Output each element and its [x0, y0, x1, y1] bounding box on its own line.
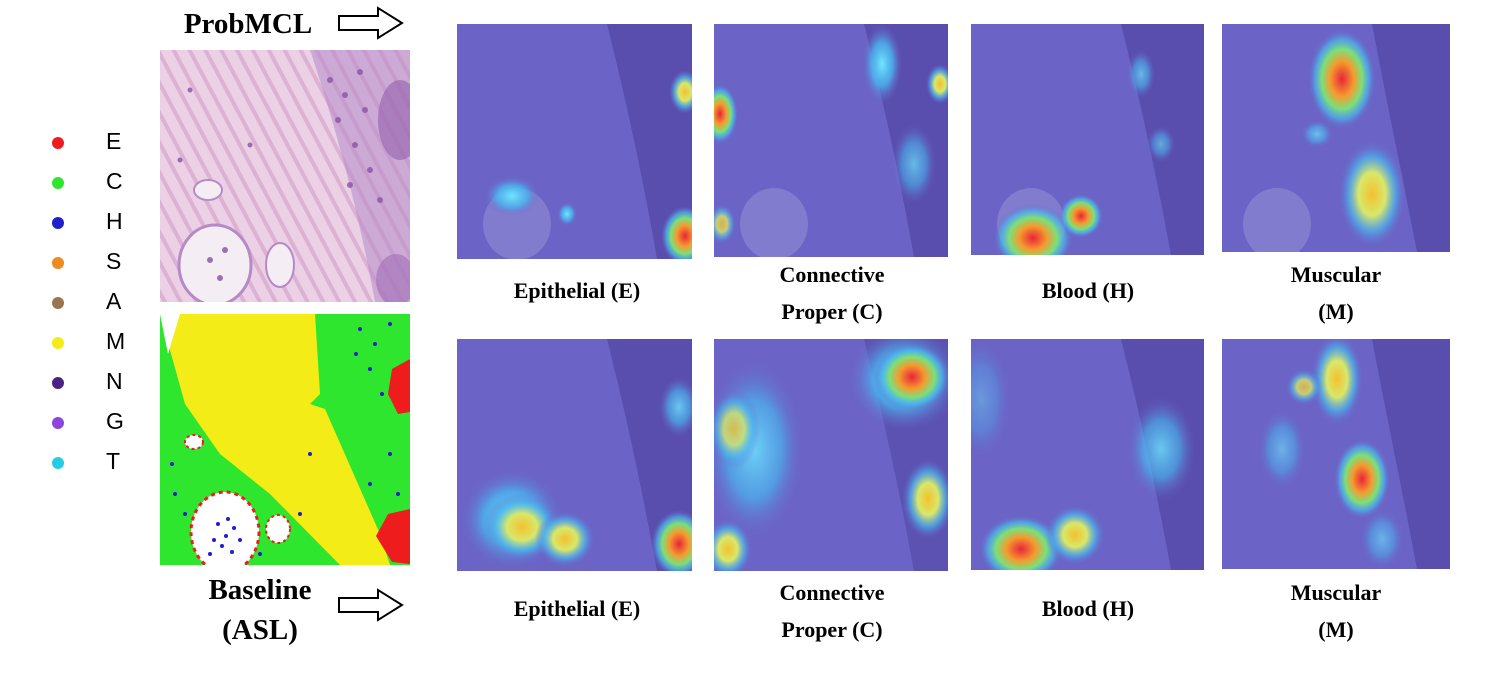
caption-probmcl-muscular: Muscular (M) — [1290, 262, 1382, 324]
legend-dot — [52, 177, 64, 189]
heatmap-probmcl-muscular — [1222, 24, 1450, 252]
legend-dot — [52, 417, 64, 429]
legend-letter: S — [106, 248, 122, 274]
heatmap-probmcl-blood — [971, 24, 1204, 255]
legend-letter: E — [106, 128, 122, 154]
caption-probmcl-epithelial: Epithelial (E) — [513, 278, 641, 303]
legend-item: G — [50, 406, 140, 436]
legend-item: M — [50, 326, 140, 356]
legend-item: E — [50, 126, 140, 156]
histology-image — [160, 50, 410, 302]
baseline-line2: (ASL) — [222, 614, 298, 646]
caption-baseline-muscular: Muscular (M) — [1290, 580, 1382, 642]
heatmap-baseline-connective — [714, 339, 948, 571]
heatmap-baseline-blood — [971, 339, 1204, 570]
caption-baseline-connective: Connective Proper (C) — [779, 580, 885, 642]
legend-dot — [52, 377, 64, 389]
baseline-label: Baseline (ASL) — [180, 570, 340, 650]
heatmap-probmcl-connective — [714, 24, 948, 257]
legend-item: H — [50, 206, 140, 236]
heatmap-baseline-muscular — [1222, 339, 1450, 569]
segmentation-mask — [160, 314, 410, 565]
caption-probmcl-blood: Blood (H) — [1041, 278, 1135, 303]
heatmap-baseline-epithelial — [457, 339, 692, 571]
caption-baseline-blood: Blood (H) — [1041, 596, 1135, 621]
probmcl-label: ProbMCL — [183, 8, 313, 40]
legend-letter: M — [106, 328, 126, 354]
legend-letter: N — [106, 368, 123, 394]
legend-item: C — [50, 166, 140, 196]
baseline-line1: Baseline — [208, 574, 312, 606]
legend-dot — [52, 257, 64, 269]
legend-item: T — [50, 446, 140, 476]
legend-letter: G — [106, 408, 124, 434]
legend-dot — [52, 457, 64, 469]
legend-dot — [52, 137, 64, 149]
legend-dot — [52, 297, 64, 309]
legend-item: N — [50, 366, 140, 396]
legend-dot — [52, 337, 64, 349]
caption-probmcl-connective: Connective Proper (C) — [779, 262, 885, 324]
legend-item: A — [50, 286, 140, 316]
right-arrow-icon — [338, 588, 404, 622]
legend-item: S — [50, 246, 140, 276]
legend-letter: A — [106, 288, 122, 314]
legend-letter: H — [106, 208, 123, 234]
legend-letter: C — [106, 168, 123, 194]
legend-dot — [52, 217, 64, 229]
legend-letter: T — [106, 448, 121, 474]
heatmap-probmcl-epithelial — [457, 24, 692, 259]
right-arrow-icon — [338, 6, 404, 40]
caption-baseline-epithelial: Epithelial (E) — [513, 596, 641, 621]
